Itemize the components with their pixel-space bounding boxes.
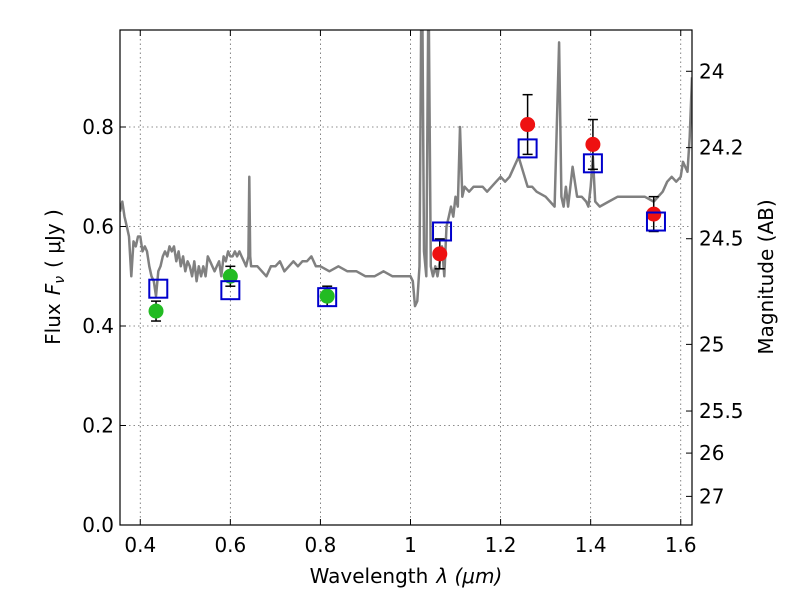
red-point [520, 117, 536, 133]
right-tick-label: 24.2 [699, 136, 744, 160]
y-tick-label: 0.4 [82, 314, 114, 338]
right-axis-label: Magnitude (AB) [754, 199, 778, 354]
x-tick-label: 1.4 [575, 533, 607, 557]
model-box-marker [517, 138, 538, 159]
y-axis-label-math: F [41, 283, 65, 295]
axis-ticks: 0.4 0.6 0.8 1 1.2 1.4 1.6 0.0 0.2 0.4 0.6 0.8 24 24.2… [82, 30, 744, 557]
right-tick-label: 25 [699, 332, 724, 356]
y-axis-label-main: Flux [41, 303, 65, 345]
right-tick-label: 24.5 [699, 227, 744, 251]
green-point [319, 288, 335, 304]
right-tick-label: 27 [699, 484, 724, 508]
green-point [222, 268, 238, 284]
y-tick-label: 0.6 [82, 215, 114, 239]
x-tick-label: 0.6 [214, 533, 246, 557]
x-axis-label-math: λ (μm) [435, 564, 502, 588]
red-point [585, 136, 601, 152]
y-tick-label: 0.0 [82, 513, 114, 537]
right-tick-label: 25.5 [699, 399, 744, 423]
x-tick-label: 1.6 [665, 533, 697, 557]
sed-model-line [120, 30, 692, 308]
x-tick-label: 0.8 [305, 533, 337, 557]
x-tick-label: 0.4 [124, 533, 156, 557]
x-tick-label: 1.2 [485, 533, 517, 557]
green-point [148, 303, 164, 319]
right-tick-label: 26 [699, 441, 724, 465]
red-point [432, 246, 448, 262]
y-tick-label: 0.2 [82, 414, 114, 438]
data-points [148, 93, 666, 322]
model-box-marker [220, 280, 241, 301]
y-axis-label-unit: ( μJy ) [41, 209, 65, 268]
x-axis-label-main: Wavelength [310, 564, 429, 588]
model-box-marker [317, 287, 338, 308]
x-tick-label: 1 [404, 533, 417, 557]
model-box-marker [645, 211, 666, 232]
model-box-marker [148, 278, 169, 299]
model-box-marker [432, 221, 453, 242]
model-box-marker [582, 153, 603, 174]
x-axis-label: Wavelength λ (μm) [310, 564, 503, 588]
y-axis-label-sub: ν [52, 276, 68, 284]
y-axis-label: Flux Fν ( μJy ) [41, 209, 68, 345]
right-tick-label: 24 [699, 59, 724, 83]
y-tick-label: 0.8 [82, 115, 114, 139]
plot-frame [119, 29, 693, 526]
red-point [646, 206, 662, 222]
